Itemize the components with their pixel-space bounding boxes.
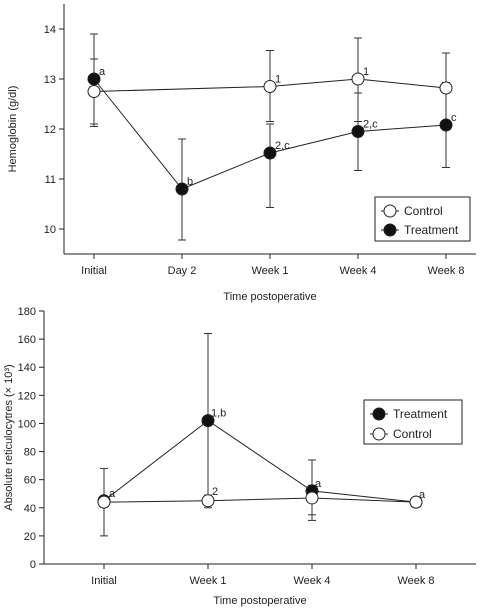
open-legend-marker — [372, 427, 386, 441]
y-tick-label: 80 — [24, 447, 36, 459]
y-tick-label: 14 — [44, 24, 56, 36]
x-tick-label: Week 1 — [189, 575, 226, 587]
x-tick-label: Week 1 — [251, 265, 288, 277]
y-tick-label: 20 — [24, 531, 36, 543]
legend-label: Control — [393, 427, 432, 441]
data-label: a — [99, 66, 106, 78]
x-tick-label: Initial — [81, 265, 107, 277]
filled-point — [351, 125, 365, 138]
filled-point — [175, 182, 189, 196]
legend-label: Control — [404, 204, 443, 218]
legend-label: Treatment — [404, 223, 459, 237]
x-axis-title: Time postoperative — [223, 291, 316, 303]
x-tick-label: Initial — [91, 575, 117, 587]
data-label: 1,b — [211, 408, 226, 420]
series-line — [103, 420, 417, 503]
filled-point — [87, 72, 101, 86]
y-tick-label: 10 — [44, 224, 56, 236]
open-point — [263, 80, 277, 93]
data-label: c — [451, 112, 457, 124]
data-label: b — [187, 176, 193, 188]
open-point — [409, 495, 423, 509]
data-label: 2 — [212, 486, 218, 498]
y-tick-label: 13 — [44, 74, 56, 86]
x-tick-label: Week 4 — [293, 575, 330, 587]
x-tick-label: Week 4 — [339, 265, 376, 277]
y-tick-label: 160 — [18, 334, 36, 346]
data-label: a — [315, 478, 322, 490]
y-tick-label: 40 — [24, 503, 36, 515]
data-label: 2,c — [363, 119, 378, 131]
series-line — [103, 497, 417, 503]
y-tick-label: 12 — [44, 124, 56, 136]
open-legend-marker — [383, 204, 397, 218]
filled-legend-marker — [383, 223, 397, 237]
legend: Control Treatment — [374, 196, 471, 242]
filled-point — [201, 414, 215, 428]
data-label: a — [419, 489, 426, 501]
y-axis-title: Hemoglobin (g/dl) — [7, 86, 19, 173]
reticulocyte-chart: 0 20 40 60 80 100 120 140 160 180 Initial Week 1 Wee… — [3, 306, 476, 607]
data-label: 1 — [275, 74, 281, 86]
y-tick-label: 140 — [18, 362, 36, 374]
open-point — [97, 495, 111, 509]
legend-label: Treatment — [393, 407, 448, 421]
filled-legend-marker — [372, 407, 386, 421]
open-point — [87, 85, 101, 98]
y-tick-label: 0 — [30, 559, 36, 571]
y-tick-label: 180 — [18, 306, 36, 318]
filled-point — [439, 118, 453, 132]
x-tick-label: Week 8 — [397, 575, 434, 587]
y-axis-title: Absolute reticulocytres (× 10³) — [3, 364, 15, 510]
filled-point — [263, 146, 277, 160]
x-axis-title: Time postoperative — [213, 595, 306, 607]
data-label: 1 — [363, 66, 369, 78]
y-tick-label: 11 — [45, 174, 56, 186]
legend-box — [363, 399, 463, 445]
data-label: 2,c — [275, 140, 290, 152]
data-label: a — [109, 488, 116, 500]
y-tick-label: 100 — [18, 418, 36, 430]
open-point — [201, 494, 215, 508]
open-point — [351, 72, 365, 86]
y-tick-label: 60 — [24, 475, 36, 487]
open-point — [439, 81, 453, 95]
open-point — [305, 491, 319, 505]
series-control — [103, 484, 417, 516]
series-line — [93, 78, 447, 92]
x-tick-label: Week 8 — [427, 265, 464, 277]
x-tick-label: Day 2 — [168, 265, 197, 277]
y-tick-label: 120 — [18, 390, 36, 402]
legend: Treatment Control — [363, 399, 463, 445]
